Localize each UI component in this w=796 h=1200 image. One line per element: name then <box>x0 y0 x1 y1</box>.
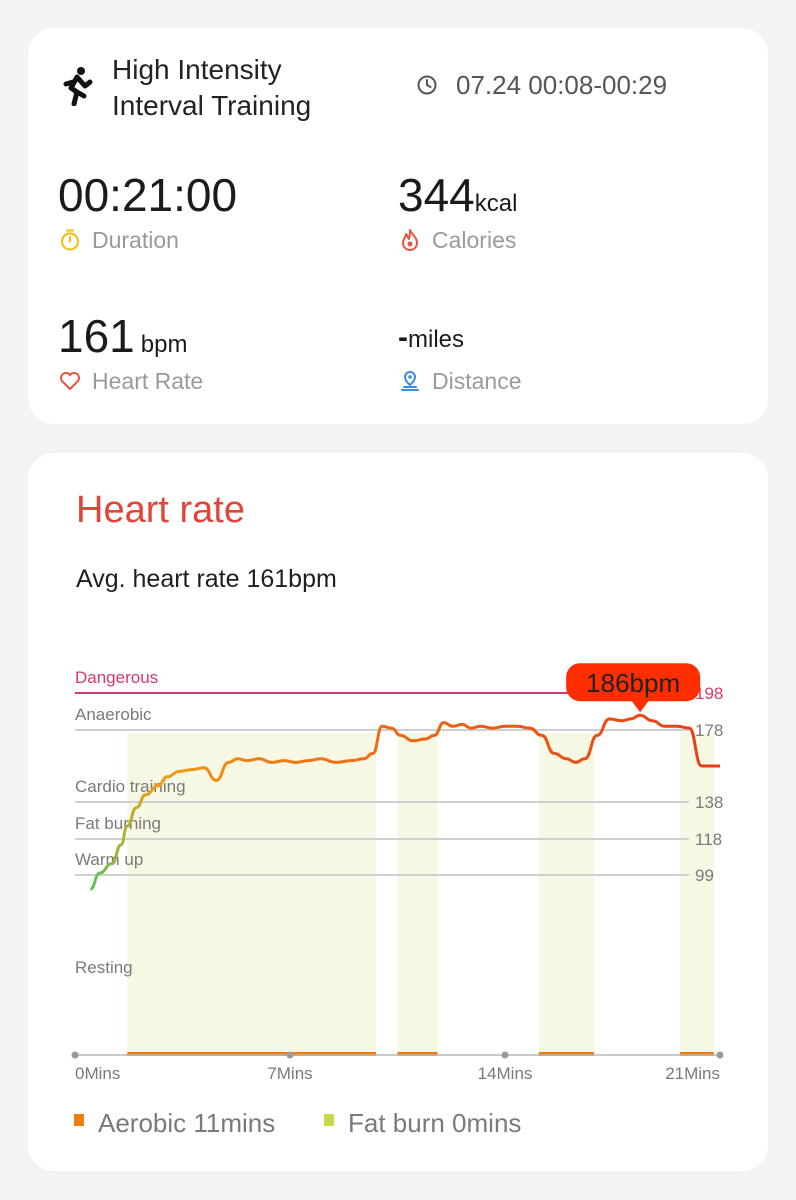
x-tick-dot-3 <box>716 1051 724 1059</box>
heart-rate-series-line <box>89 713 720 891</box>
legend-aerobic-label: Aerobic 11mins <box>98 1108 276 1138</box>
threshold-label-118: 118 <box>695 830 722 849</box>
workout-summary-card: High Intensity Interval Training 07.24 0… <box>28 28 768 424</box>
fat-burn-swatch <box>324 1114 334 1126</box>
location-pin-icon <box>401 370 419 391</box>
calories-value: 344 <box>398 169 475 221</box>
heart-rate-label: Heart Rate <box>92 368 204 394</box>
zone-label-4: Warm up <box>75 850 143 869</box>
workout-title-line2: Interval Training <box>112 90 312 121</box>
distance-label: Distance <box>432 368 522 394</box>
threshold-label-99: 99 <box>695 866 714 885</box>
legend-aerobic: Aerobic 11mins <box>74 1108 275 1139</box>
x-tick-dot-1 <box>286 1051 294 1059</box>
duration-label: Duration <box>92 227 179 253</box>
average-heart-rate: Avg. heart rate 161bpm <box>76 565 337 593</box>
zone-highlight-3 <box>680 733 714 1055</box>
legend-fat-burn-label: Fat burn 0mins <box>348 1108 522 1138</box>
aerobic-bar-1 <box>397 1052 438 1056</box>
peak-label: 186bpm <box>586 668 680 698</box>
zone-label-3: Fat burning <box>75 814 161 833</box>
zone-highlight-2 <box>538 733 595 1055</box>
heart-rate-card: Heart rate Avg. heart rate 161bpm Danger… <box>28 453 768 1171</box>
calories-metric: 344kcal Calories <box>398 170 517 254</box>
zone-highlight-1 <box>397 733 438 1055</box>
aerobic-bar-0 <box>127 1052 376 1056</box>
zone-label-0: Dangerous <box>75 668 158 687</box>
zone-label-resting: Resting <box>75 958 133 977</box>
zone-label-1: Anaerobic <box>75 705 152 724</box>
peak-bubble <box>566 663 701 702</box>
zone-label-2: Cardio training <box>75 777 186 796</box>
x-tick-dot-2 <box>501 1051 509 1059</box>
duration-metric: 00:21:00 Duration <box>58 170 237 254</box>
heart-rate-chart[interactable]: Dangerous 198 Anaerobic 178 Cardio training 1… <box>28 453 768 1093</box>
heart-rate-section-title: Heart rate <box>76 489 245 531</box>
aerobic-bar-3 <box>680 1052 714 1056</box>
stopwatch-icon <box>60 229 80 251</box>
threshold-label-178: 178 <box>695 721 723 740</box>
zone-labels-layer: Dangerous 198 Anaerobic 178 Cardio training 1… <box>75 668 723 977</box>
clock-icon <box>417 75 437 95</box>
running-person-icon <box>63 67 93 106</box>
peak-marker-layer: 186bpm <box>566 663 701 713</box>
calories-unit: kcal <box>474 190 518 217</box>
aerobic-swatch <box>74 1114 84 1126</box>
zone-highlight-layer <box>127 733 714 1055</box>
x-axis-layer: 0Mins 7Mins 14Mins 21Mins <box>71 1051 724 1083</box>
peak-pointer <box>631 700 650 713</box>
threshold-label-138: 138 <box>695 793 723 812</box>
aerobic-bar-2 <box>538 1052 595 1056</box>
heart-rate-value: 161 <box>58 310 135 362</box>
flame-icon <box>402 229 418 251</box>
x-tick-label-1: 7Mins <box>267 1064 312 1083</box>
x-tick-label-3: 21Mins <box>665 1064 720 1083</box>
distance-metric: -miles Distance <box>398 321 521 395</box>
x-tick-label-0: 0Mins <box>75 1064 120 1083</box>
workout-title-line1: High Intensity <box>112 54 282 85</box>
heart-rate-unit: bpm <box>140 331 188 358</box>
heart-rate-line-layer <box>89 713 720 891</box>
workout-datetime: 07.24 00:08-00:29 <box>456 70 668 100</box>
legend-fat-burn: Fat burn 0mins <box>324 1108 521 1139</box>
heart-rate-metric: 161 bpm Heart Rate <box>58 311 203 395</box>
workout-title: High Intensity Interval Training <box>112 52 432 124</box>
calories-label: Calories <box>432 227 517 253</box>
aerobic-bars-layer <box>127 1052 714 1056</box>
x-tick-label-2: 14Mins <box>478 1064 533 1083</box>
zone-highlight-0 <box>127 733 376 1055</box>
heart-icon <box>60 372 80 390</box>
distance-value: - <box>398 321 408 354</box>
distance-unit: miles <box>408 326 465 353</box>
x-tick-dot-0 <box>71 1051 79 1059</box>
threshold-label-198: 198 <box>695 684 723 703</box>
duration-value: 00:21:00 <box>58 169 238 221</box>
